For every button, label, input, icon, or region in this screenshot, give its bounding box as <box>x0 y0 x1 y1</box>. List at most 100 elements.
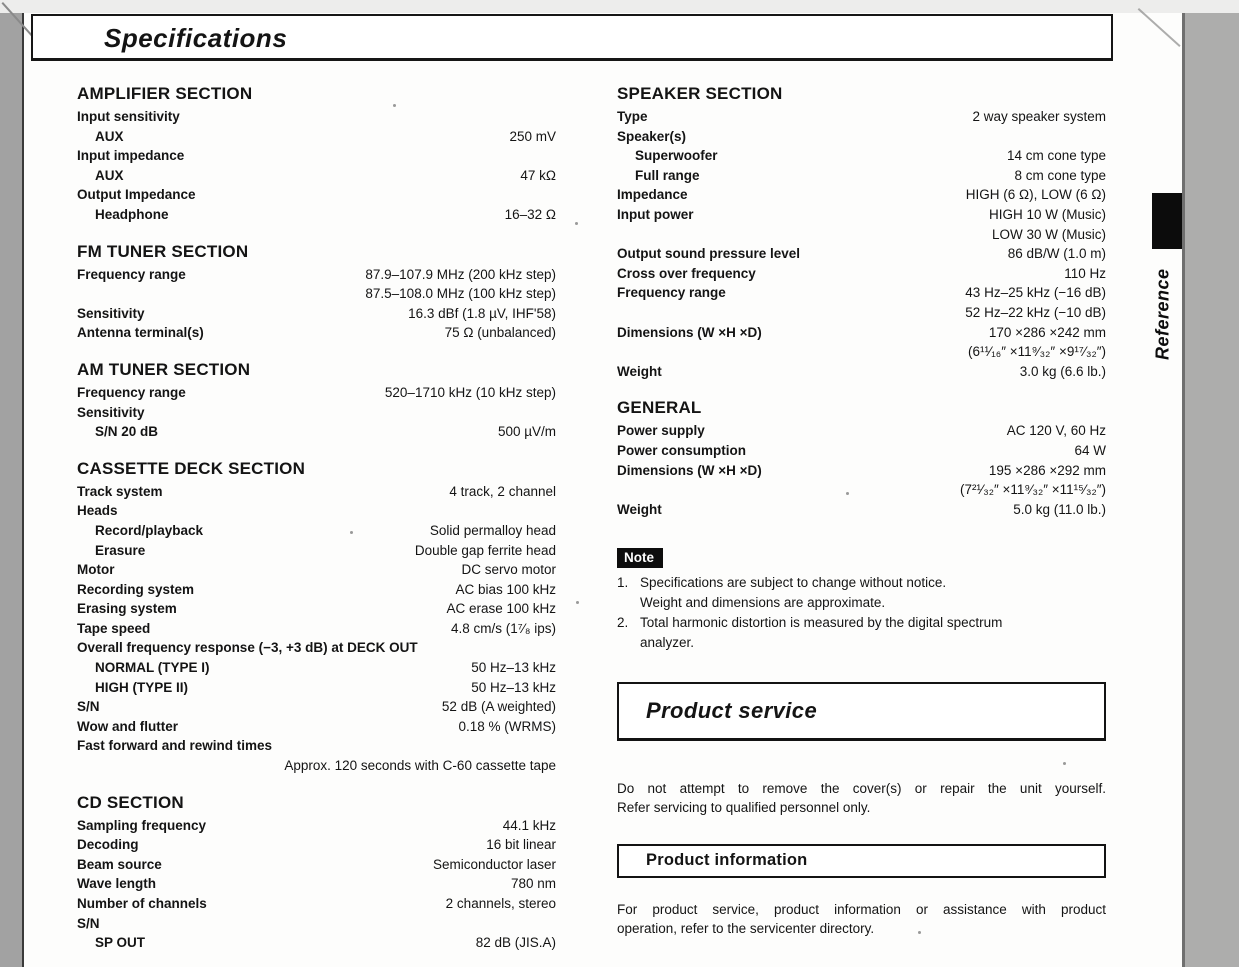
spec-value: 50 Hz–13 kHz <box>471 679 556 695</box>
spec-label: Dimensions (W ×H ×D) <box>617 324 762 340</box>
spec-label: Fast forward and rewind times <box>77 738 273 754</box>
spec-value: 195 ×286 ×292 mm <box>988 462 1106 478</box>
spec-row: Wave length 780 nm <box>77 874 556 894</box>
spec-row: Beam source Semiconductor laser <box>77 855 556 875</box>
spec-label: Weight <box>617 363 662 379</box>
note-item-line: Specifications are subject to change wit… <box>640 575 947 591</box>
spec-label: Power supply <box>617 423 705 439</box>
spec-label: S/N <box>77 915 100 931</box>
spec-row: Input impedance <box>77 146 556 166</box>
spec-label: Input impedance <box>77 148 185 164</box>
spec-label: Output Impedance <box>77 187 196 203</box>
spec-section-heading: SPEAKER SECTION <box>617 84 783 103</box>
spec-label: Wave length <box>77 876 157 892</box>
spec-row: Sensitivity <box>77 403 556 423</box>
scan-speck <box>575 222 578 225</box>
spec-label: Headphone <box>95 206 169 222</box>
note-items: 1. Specifications are subject to change w… <box>617 573 1106 652</box>
specifications-title-box: Specifications <box>31 14 1113 61</box>
spec-label: Speaker(s) <box>617 128 687 144</box>
scan-speck <box>918 931 921 934</box>
spec-row: AUX 250 mV <box>77 127 556 147</box>
spec-row: Output sound pressure level 86 dB/W (1.0 … <box>617 244 1106 264</box>
spec-value <box>196 185 556 205</box>
spec-value: 8 cm cone type <box>1014 167 1106 183</box>
note-item-text: Total harmonic distortion is measured by… <box>640 613 1106 652</box>
spec-section-rows: Track system 4 track, 2 channel Heads Recor… <box>77 482 556 776</box>
product-information-title-box: Product information <box>617 843 1106 878</box>
scan-right-margin <box>1185 13 1239 967</box>
scan-speck <box>1063 762 1066 765</box>
spec-row: Fast forward and rewind times <box>77 736 556 756</box>
spec-value: 4.8 cm/s (1⁷⁄₈ ips) <box>450 620 556 636</box>
spec-row: Headphone 16–32 Ω <box>77 205 556 225</box>
spec-value: (6¹¹⁄₁₆″ ×11⁹⁄₃₂″ ×9¹⁷⁄₃₂″) <box>967 344 1106 360</box>
spec-label: SP OUT <box>95 935 146 951</box>
spec-label: Record/playback <box>95 522 204 538</box>
spec-label: Wow and flutter <box>77 718 178 734</box>
spec-value <box>180 107 556 127</box>
spec-row: (7²¹⁄₃₂″ ×11⁹⁄₃₂″ ×11¹⁵⁄₃₂″) <box>617 480 1106 500</box>
page-right-edge-shadow <box>1182 13 1185 967</box>
spec-value: 250 mV <box>509 128 556 144</box>
spec-column-left: AMPLIFIER SECTION Input sensitivity AUX 25… <box>77 84 556 953</box>
paragraph-line: Refer servicing to qualified personnel o… <box>617 799 871 815</box>
reference-tab-marker <box>1152 193 1182 249</box>
spec-row: 87.5–108.0 MHz (100 kHz step) <box>77 284 556 304</box>
spec-row: Record/playback Solid permalloy head <box>77 521 556 541</box>
paragraph-line: operation, refer to the servicenter dire… <box>617 920 875 936</box>
note-badge: Note <box>617 548 663 569</box>
spec-label: Recording system <box>77 581 195 597</box>
spec-value: 500 µV/m <box>497 424 556 440</box>
spec-label: Impedance <box>617 187 688 203</box>
spec-value: 43 Hz–25 kHz (−16 dB) <box>965 285 1106 301</box>
product-service-title: Product service <box>646 697 818 723</box>
spec-row: Dimensions (W ×H ×D) 195 ×286 ×292 mm <box>617 461 1106 481</box>
spec-row: Approx. 120 seconds with C-60 cassette t… <box>77 756 556 776</box>
spec-row: Number of channels 2 channels, stereo <box>77 894 556 914</box>
spec-row: Weight 5.0 kg (11.0 lb.) <box>617 500 1106 520</box>
spec-section-heading: FM TUNER SECTION <box>77 241 249 261</box>
spec-value: 52 dB (A weighted) <box>441 699 556 715</box>
product-information-title: Product information <box>646 851 808 870</box>
spec-section: AM TUNER SECTION Frequency range 520–1710… <box>77 360 556 442</box>
spec-label: Cross over frequency <box>617 265 756 281</box>
spec-row: Power consumption 64 W <box>617 441 1106 461</box>
spec-section-heading: AM TUNER SECTION <box>77 359 251 379</box>
spec-value <box>184 146 556 166</box>
spec-label: Input sensitivity <box>77 109 180 124</box>
note-block: Note 1. Specifications are subject to cha… <box>617 548 1106 652</box>
spec-section: GENERAL Power supply AC 120 V, 60 Hz Power… <box>617 398 1106 519</box>
spec-value <box>272 736 556 756</box>
spec-row: Dimensions (W ×H ×D) 170 ×286 ×242 mm <box>617 323 1106 343</box>
spec-value <box>418 638 556 658</box>
spec-label: Superwoofer <box>635 148 718 164</box>
spec-label: Erasing system <box>77 601 177 617</box>
page-left-edge-shadow <box>22 13 24 967</box>
spec-section-heading: CD SECTION <box>77 792 184 812</box>
spec-row: HIGH (TYPE II) 50 Hz–13 kHz <box>77 678 556 698</box>
spec-row: S/N 20 dB 500 µV/m <box>77 422 556 442</box>
spec-value <box>686 127 1106 147</box>
spec-value: 780 nm <box>510 876 556 892</box>
spec-label: Motor <box>77 562 115 578</box>
spec-section-rows: Frequency range 87.9–107.9 MHz (200 kHz s… <box>77 265 556 343</box>
spec-label: Number of channels <box>77 896 207 911</box>
spec-value: 87.9–107.9 MHz (200 kHz step) <box>365 266 556 282</box>
spec-value: 170 ×286 ×242 mm <box>988 324 1106 340</box>
spec-row: Heads <box>77 501 556 521</box>
paragraph-line: Do not attempt to remove the cover(s) or… <box>617 780 1106 796</box>
spec-label: AUX <box>95 128 124 144</box>
spec-row: Wow and flutter 0.18 % (WRMS) <box>77 717 556 737</box>
spec-row: LOW 30 W (Music) <box>617 225 1106 245</box>
spec-section-heading: CASSETTE DECK SECTION <box>77 458 306 478</box>
scan-left-margin <box>0 13 22 967</box>
spec-row: Erasure Double gap ferrite head <box>77 541 556 561</box>
spec-value: AC 120 V, 60 Hz <box>1006 423 1106 439</box>
spec-row: Sensitivity 16.3 dBf (1.8 µV, IHF'58) <box>77 304 556 324</box>
scan-speck <box>576 601 579 604</box>
spec-row: Decoding 16 bit linear <box>77 835 556 855</box>
spec-value: 2 channels, stereo <box>445 896 556 911</box>
spec-section: AMPLIFIER SECTION Input sensitivity AUX 25… <box>77 84 556 225</box>
spec-row: Frequency range 520–1710 kHz (10 kHz step… <box>77 383 556 403</box>
